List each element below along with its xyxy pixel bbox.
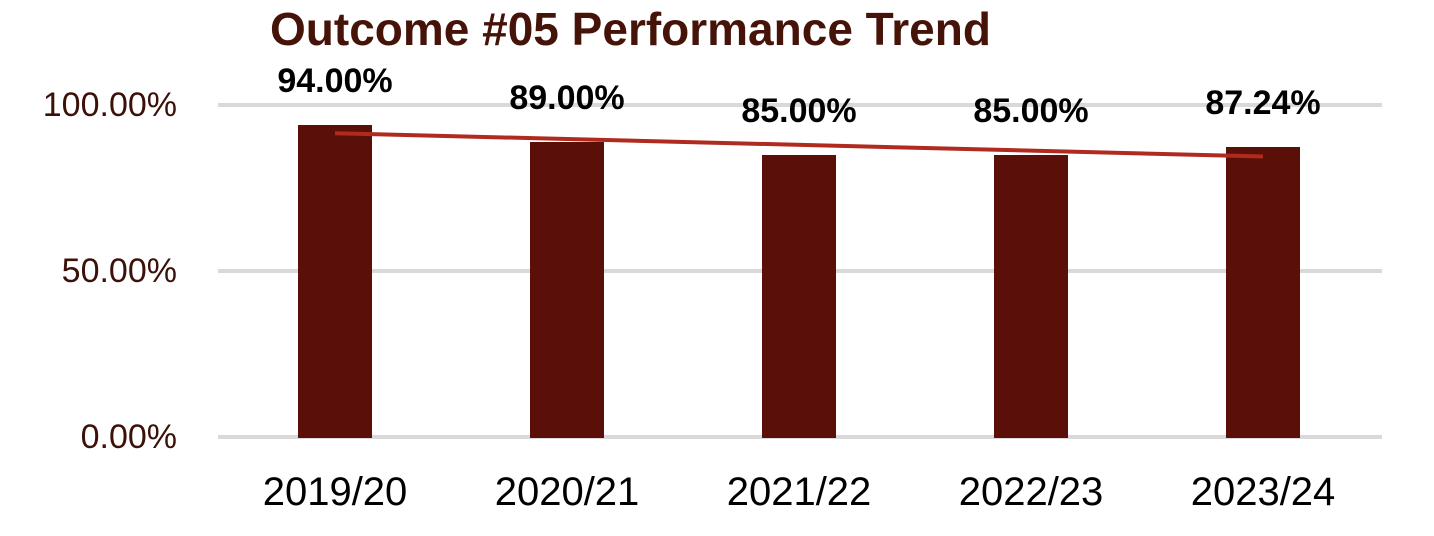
y-axis-tick-label: 100.00% <box>42 86 177 124</box>
x-axis-label-2021-22: 2021/22 <box>726 470 872 514</box>
bar-2021-22 <box>762 154 836 438</box>
data-label-2020-21: 89.00% <box>509 78 625 117</box>
x-axis-label-2019-20: 2019/20 <box>262 470 408 514</box>
gridline <box>218 103 1382 107</box>
x-axis-label-2022-23: 2022/23 <box>958 470 1104 514</box>
chart-title: Outcome #05 Performance Trend <box>270 3 991 55</box>
data-label-2021-22: 85.00% <box>741 91 857 130</box>
data-label-2022-23: 85.00% <box>973 91 1089 130</box>
data-label-2023-24: 87.24% <box>1205 84 1321 123</box>
bar-2020-21 <box>530 141 604 438</box>
bar-2022-23 <box>994 154 1068 438</box>
data-label-2019-20: 94.00% <box>277 61 393 100</box>
bar-2019-20 <box>298 124 372 438</box>
y-axis-tick-label: 0.00% <box>80 418 177 456</box>
bar-2023-24 <box>1226 147 1300 438</box>
y-axis-tick-label: 50.00% <box>61 252 177 290</box>
x-axis-label-2023-24: 2023/24 <box>1190 470 1336 514</box>
x-axis-label-2020-21: 2020/21 <box>494 470 640 514</box>
